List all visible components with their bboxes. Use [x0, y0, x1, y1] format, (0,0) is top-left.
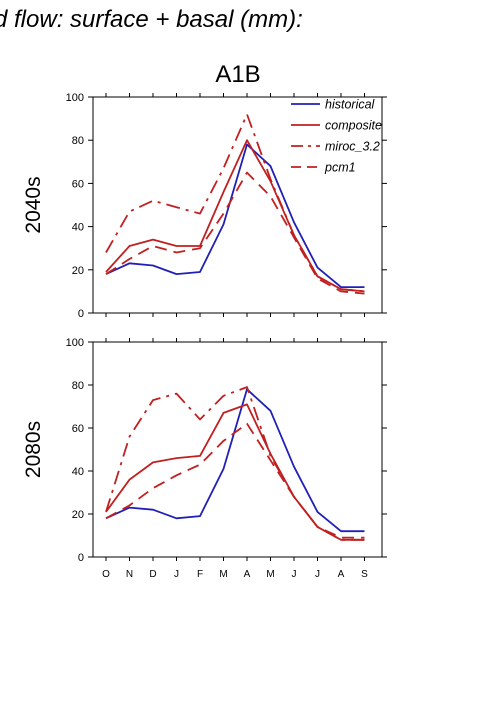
x-tick-label: O	[102, 569, 110, 580]
panel-2080s: 0 20 40 60 80 100 2080s	[22, 337, 387, 564]
y-tick-label: 100	[66, 337, 84, 349]
y-tick-label: 60	[72, 178, 84, 190]
x-tick-label: D	[149, 569, 156, 580]
y-tick-label: 0	[78, 552, 84, 564]
x-tick-label: M	[219, 569, 227, 580]
y-tick-label: 80	[72, 380, 84, 392]
x-tick-label: M	[266, 569, 274, 580]
panel-label: 2040s	[22, 176, 45, 233]
y-tick-label: 80	[72, 135, 84, 147]
legend-label: historical	[325, 98, 376, 112]
legend-label: pcm1	[324, 161, 356, 175]
series-line-historical	[105, 143, 365, 289]
series-line-miroc-3-2	[105, 113, 365, 293]
x-tick-label: J	[174, 569, 179, 580]
panel-label: 2080s	[22, 421, 45, 478]
series-line-pcm1	[105, 422, 365, 539]
y-tick-label: 100	[66, 92, 84, 104]
x-tick-label: F	[197, 569, 203, 580]
y-tick-label: 20	[72, 509, 84, 521]
x-tick-label: A	[338, 569, 345, 580]
series-line-historical	[105, 388, 365, 533]
chart-title: A1B	[215, 61, 260, 88]
y-tick-label: 60	[72, 423, 84, 435]
x-tick-label: S	[361, 569, 368, 580]
y-tick-label: 40	[72, 466, 84, 478]
y-tick-label: 20	[72, 265, 84, 277]
plot-frame	[92, 341, 383, 558]
page-title: d flow: surface + basal (mm):	[0, 6, 303, 33]
x-tick-label: N	[126, 569, 133, 580]
x-tick-label: A	[244, 569, 251, 580]
series-line-miroc-3-2	[105, 386, 365, 541]
y-tick-label: 40	[72, 222, 84, 234]
series-line-pcm1	[105, 171, 365, 295]
legend-label: miroc_3.2	[325, 140, 380, 154]
legend: historical composite miroc_3.2 pcm1	[291, 98, 382, 175]
y-tick-label: 0	[78, 308, 84, 320]
x-tick-label: J	[315, 569, 320, 580]
legend-label: composite	[325, 119, 382, 133]
x-tick-label: J	[292, 569, 297, 580]
chart-panels: 0 20 40 60 80 100 2040s 0 20 40 60 80 100 2080s O N D J F M…	[22, 92, 387, 580]
panel-2040s: 0 20 40 60 80 100 2040s	[22, 92, 387, 320]
series-line-composite	[105, 403, 365, 541]
plot-frame	[92, 96, 383, 314]
